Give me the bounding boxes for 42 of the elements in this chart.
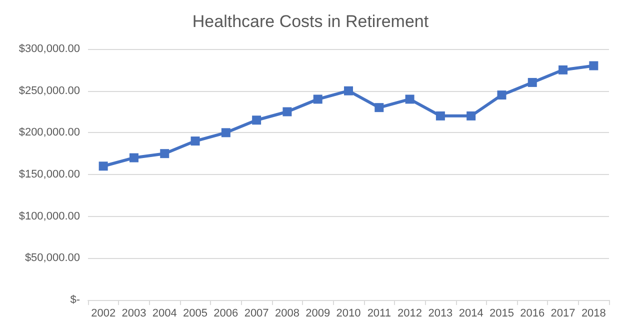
x-tick-label: 2008: [274, 308, 300, 320]
point: [98, 162, 108, 171]
y-tick-label: $50,000.00: [24, 252, 80, 264]
point: [129, 153, 138, 162]
x-tick-label: 2016: [520, 308, 545, 320]
x-tick-label: 2003: [122, 308, 146, 320]
point: [190, 136, 200, 146]
x-tick-label: 2002: [91, 308, 116, 320]
y-tick-label: $300,000.00: [18, 43, 80, 55]
point: [466, 111, 476, 120]
x-tick-label: 2006: [214, 308, 238, 320]
point: [528, 78, 537, 87]
point: [436, 111, 445, 120]
x-tick-label: 2015: [489, 308, 514, 320]
point: [252, 116, 262, 125]
x-tick-label: 2012: [398, 308, 422, 320]
y-tick-label: $250,000.00: [18, 84, 80, 97]
x-tick-label: 2009: [306, 308, 330, 320]
point: [405, 94, 414, 104]
point: [344, 86, 353, 96]
x-tick-label: 2014: [458, 308, 484, 320]
point: [497, 90, 506, 100]
point: [282, 107, 292, 116]
x-tick-label: 2005: [183, 308, 208, 320]
point: [313, 94, 322, 104]
y-tick-label: $150,000.00: [18, 168, 80, 180]
x-tick-label: 2007: [244, 308, 269, 320]
x-tick-label: 2018: [581, 308, 606, 320]
y-tick-label: $-: [70, 294, 80, 306]
point: [160, 149, 170, 158]
point: [558, 65, 568, 74]
point: [374, 103, 384, 112]
chart-title: Healthcare Costs in Retirement: [192, 12, 429, 31]
y-tick-label: $100,000.00: [18, 210, 80, 222]
x-tick-label: 2011: [367, 308, 391, 320]
x-tick-label: 2004: [152, 308, 177, 320]
x-tick-label: 2010: [336, 308, 361, 320]
y-tick-label: $200,000.00: [18, 126, 80, 139]
x-tick-label: 2013: [428, 308, 453, 320]
x-tick-label: 2017: [550, 308, 576, 320]
point: [589, 61, 598, 70]
point: [221, 128, 230, 138]
